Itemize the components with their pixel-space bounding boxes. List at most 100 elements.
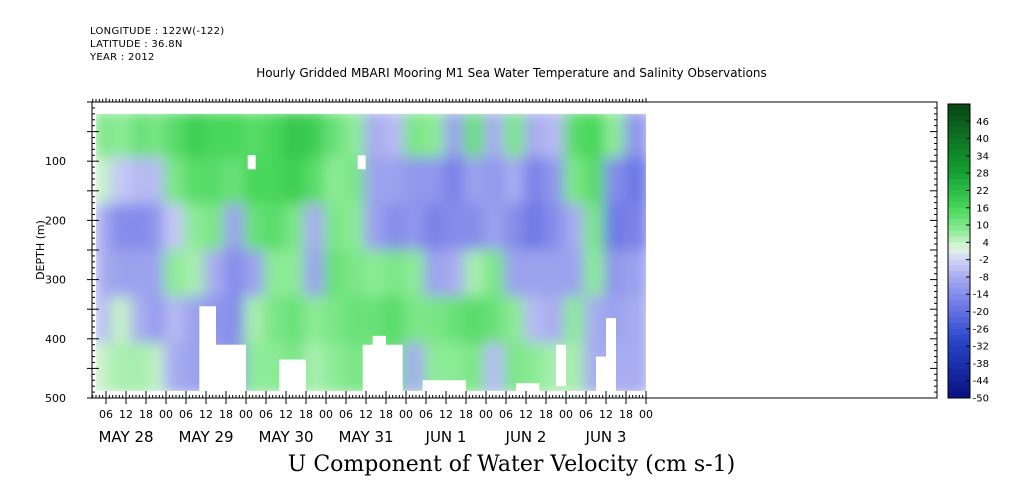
heatmap-cell: [624, 342, 650, 396]
colorbar-swatch: [948, 207, 970, 215]
heatmap-plot: 06 12 18 00 06 12 18 00 06 12 18 00 06 12 18 00 06 12 18 00…: [45, 98, 938, 446]
colorbar-swatch: [948, 132, 970, 140]
no-data-area: [247, 155, 256, 170]
colorbar-swatch: [948, 380, 970, 387]
colorbar: 46 40 34 28 22 16 10 4 -2 -8 -14 -20 -26 -32 -38 -44 -50: [947, 103, 989, 405]
no-data-area: [372, 335, 386, 372]
colorbar-swatch: [948, 334, 970, 341]
colorbar-swatch: [948, 144, 970, 151]
colorbar-swatch: [948, 300, 970, 307]
no-data-area: [216, 344, 246, 393]
x-tick-label: 00: [399, 408, 413, 421]
colorbar-swatch: [948, 248, 970, 255]
y-tick-label: 500: [45, 392, 66, 405]
x-tick-label: 00: [159, 408, 173, 421]
x-tick-label: 18: [379, 408, 393, 421]
x-tick-label: 12: [519, 408, 533, 421]
colorbar-swatch: [948, 265, 970, 272]
colorbar-swatch: [948, 328, 970, 336]
x-tick-label: 06: [419, 408, 433, 421]
x-tick-label: 12: [199, 408, 213, 421]
colorbar-swatch: [948, 109, 970, 117]
no-data-area: [606, 318, 616, 393]
x-day-label: MAY 31: [338, 428, 393, 446]
colorbar-swatch: [948, 294, 970, 301]
missing-data-mask: [92, 102, 937, 398]
x-axis-label: U Component of Water Velocity (cm s-1): [287, 452, 736, 477]
x-day-label: MAY 29: [178, 428, 233, 446]
colorbar-swatch: [948, 340, 970, 347]
y-tick-label: 300: [45, 274, 66, 287]
x-tick-label: 06: [499, 408, 513, 421]
colorbar-tick-label: -32: [973, 342, 989, 353]
colorbar-swatch: [948, 225, 970, 232]
colorbar-tick-label: -44: [973, 376, 989, 387]
x-tick-label: 06: [99, 408, 113, 421]
heatmap-cell: [624, 110, 650, 164]
no-data-area: [92, 102, 937, 114]
x-tick-label: 12: [359, 408, 373, 421]
colorbar-tick-label: -50: [973, 394, 989, 405]
x-tick-label: 06: [579, 408, 593, 421]
heatmap-field: [94, 110, 650, 396]
x-tick-label: 12: [439, 408, 453, 421]
y-tick-label: 100: [45, 155, 66, 168]
x-axis: 06 12 18 00 06 12 18 00 06 12 18 00 06 12 18 00 06 12 18 00…: [92, 98, 653, 446]
no-data-area: [357, 155, 366, 170]
colorbar-swatch: [948, 288, 970, 295]
x-tick-label: 00: [239, 408, 253, 421]
colorbar-swatch: [948, 121, 970, 128]
x-tick-label: 12: [279, 408, 293, 421]
x-day-label: JUN 3: [585, 428, 627, 446]
colorbar-tick-label: -26: [973, 324, 989, 335]
colorbar-swatch: [948, 242, 970, 249]
colorbar-tick-label: 34: [976, 151, 989, 162]
latitude-label: LATITUDE : 36.8N: [90, 39, 183, 50]
colorbar-swatch: [948, 282, 970, 289]
colorbar-swatch: [948, 323, 970, 330]
colorbar-swatch: [948, 392, 970, 399]
colorbar-swatch: [948, 386, 970, 393]
colorbar-swatch: [948, 178, 970, 186]
colorbar-swatch: [948, 253, 970, 261]
no-data-area: [646, 102, 937, 398]
colorbar-swatch: [948, 104, 970, 111]
colorbar-frame: [947, 103, 971, 399]
colorbar-swatch: [948, 363, 970, 370]
heatmap-cell: [624, 203, 650, 256]
x-tick-label: 00: [319, 408, 333, 421]
no-data-area: [92, 390, 937, 398]
colorbar-tick-label: -38: [973, 359, 989, 370]
x-tick-label: 18: [459, 408, 473, 421]
colorbar-swatch: [948, 184, 970, 191]
longitude-label: LONGITUDE : 122W(-122): [90, 26, 225, 37]
chart-title: Hourly Gridded MBARI Mooring M1 Sea Wate…: [256, 66, 767, 80]
no-data-area: [279, 359, 306, 393]
x-tick-label: 00: [559, 408, 573, 421]
colorbar-tick-label: 28: [976, 169, 989, 180]
x-tick-label: 00: [639, 408, 653, 421]
colorbar-swatch: [948, 236, 970, 243]
colorbar-tick-label: -2: [979, 255, 989, 266]
colorbar-swatch: [948, 196, 970, 203]
colorbar-tick-label: -14: [973, 290, 989, 301]
colorbar-swatch: [948, 351, 970, 359]
colorbar-swatch: [948, 271, 970, 278]
colorbar-swatch: [948, 346, 970, 353]
x-day-label: JUN 1: [425, 428, 467, 446]
colorbar-swatch: [948, 161, 970, 168]
y-tick-label: 400: [45, 333, 66, 346]
x-day-label: JUN 2: [505, 428, 547, 446]
colorbar-swatch: [948, 311, 970, 318]
colorbar-tick-label: 16: [976, 203, 989, 214]
colorbar-tick-label: -20: [973, 307, 989, 318]
y-tick-label: 200: [45, 214, 66, 227]
x-tick-label: 18: [299, 408, 313, 421]
colorbar-swatch: [948, 127, 970, 134]
heatmap-cell: [624, 296, 650, 349]
x-tick-label: 06: [179, 408, 193, 421]
colorbar-swatch: [948, 276, 970, 284]
colorbar-swatch: [948, 150, 970, 157]
colorbar-tick-label: 40: [976, 134, 989, 145]
